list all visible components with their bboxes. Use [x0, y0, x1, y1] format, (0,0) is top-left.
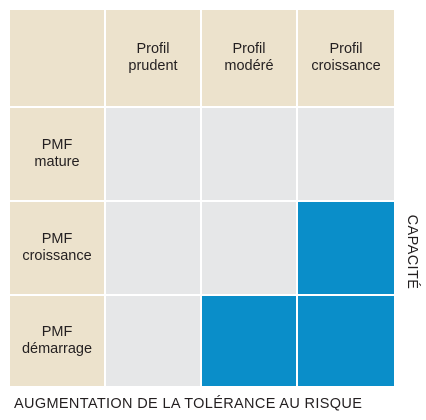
empty-cell	[202, 108, 296, 200]
risk-capacity-matrix: Profil prudent Profil modéré Profil croi…	[10, 10, 394, 386]
row-header-mature: PMF mature	[10, 108, 104, 200]
empty-cell	[106, 108, 200, 200]
row-header-label: PMF mature	[34, 137, 80, 170]
column-header-label: Profil modéré	[224, 41, 274, 74]
empty-cell	[298, 108, 394, 200]
row-header-demarrage: PMF démarrage	[10, 296, 104, 386]
column-header-croissance: Profil croissance	[298, 10, 394, 106]
row-header-label: PMF croissance	[22, 231, 92, 264]
row-header-label: PMF démarrage	[21, 324, 93, 357]
column-header-modere: Profil modéré	[202, 10, 296, 106]
highlighted-cell	[202, 296, 296, 386]
x-axis-label: AUGMENTATION DE LA TOLÉRANCE AU RISQUE	[14, 396, 363, 412]
corner-cell	[10, 10, 104, 106]
empty-cell	[202, 202, 296, 294]
highlighted-cell	[298, 202, 394, 294]
empty-cell	[106, 296, 200, 386]
highlighted-cell	[298, 296, 394, 386]
column-header-label: Profil prudent	[128, 41, 178, 74]
row-header-croissance: PMF croissance	[10, 202, 104, 294]
empty-cell	[106, 202, 200, 294]
y-axis-label: CAPACITÉ	[404, 214, 420, 290]
column-header-prudent: Profil prudent	[106, 10, 200, 106]
column-header-label: Profil croissance	[311, 41, 381, 74]
